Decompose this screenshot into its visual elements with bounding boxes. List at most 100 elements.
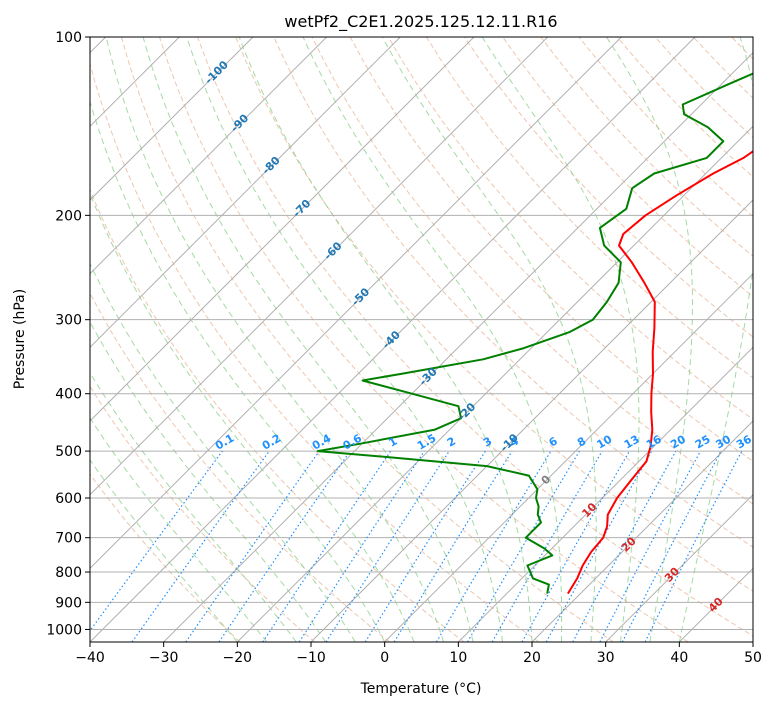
moist-adiabat-line xyxy=(142,37,474,642)
isotherm-line xyxy=(457,346,753,642)
mixing-ratio-line xyxy=(298,450,425,642)
mixing-ratio-line xyxy=(545,450,653,642)
mixing-ratio-line xyxy=(466,450,580,642)
isotherm-line xyxy=(236,125,753,642)
dry-adiabat-line xyxy=(464,37,753,338)
moist-adiabat-line xyxy=(186,37,503,642)
mixing-ratio-line xyxy=(325,450,450,642)
x-tick-label: 30 xyxy=(597,650,615,666)
isotherm-line xyxy=(531,420,753,642)
line-labels: 0.1 0.2 0.4 0.6 1 1.5 2 3 4 6 8 10 13 16 20 25 30 36-100-… xyxy=(202,58,754,615)
mixing-ratio-line xyxy=(185,450,320,642)
moist-adiabat-line xyxy=(606,37,693,642)
mixing-ratio-label: 36 xyxy=(734,432,754,451)
isotherm-line xyxy=(163,51,753,642)
moist-adiabat-line xyxy=(90,417,268,642)
mixing-ratio-line xyxy=(572,450,677,642)
dry-adiabat-line xyxy=(90,473,241,642)
y-tick-label: 200 xyxy=(55,208,82,224)
x-tick-label: 40 xyxy=(670,650,688,666)
dry-adiabat-line xyxy=(692,37,753,99)
mixing-ratio-label: 0.2 xyxy=(260,432,283,453)
x-tick-label: −20 xyxy=(223,650,253,666)
y-tick-label: 500 xyxy=(55,444,82,460)
moist-adiabat-line xyxy=(678,37,753,642)
x-tick-label: −30 xyxy=(149,650,179,666)
mixing-ratio-line xyxy=(262,450,392,642)
isotherm-label: -90 xyxy=(228,111,251,134)
dry-adiabat-line xyxy=(387,37,753,420)
moist-adiabat-line xyxy=(90,321,327,642)
isotherm-line xyxy=(90,37,401,349)
moist-adiabat-line xyxy=(381,37,597,642)
x-axis-title: Temperature (°C) xyxy=(360,681,482,697)
isotherm-line xyxy=(90,37,254,201)
isotherm-line xyxy=(90,37,549,496)
x-tick-label: 50 xyxy=(744,650,762,666)
dry-adiabat-line xyxy=(235,37,753,592)
isotherm-line xyxy=(678,567,753,642)
isotherm-line xyxy=(384,272,753,642)
moist-adiabat-line xyxy=(90,459,238,642)
mixing-ratio-line xyxy=(218,450,351,642)
dry-adiabat-line xyxy=(90,62,540,642)
mixing-ratio-line xyxy=(131,450,270,642)
y-tick-label: 1000 xyxy=(46,622,82,638)
dry-adiabat-line xyxy=(197,37,753,637)
mixing-ratio-line xyxy=(90,450,223,632)
x-tick-label: 10 xyxy=(449,650,467,666)
moist-adiabat-line xyxy=(481,37,640,642)
profile-lines xyxy=(316,72,753,595)
isotherm-label: 30 xyxy=(662,565,682,585)
isotherm-line xyxy=(90,37,622,570)
dry-adiabat-line xyxy=(90,292,390,642)
y-tick-label: 700 xyxy=(55,531,82,547)
dry-adiabat-line xyxy=(273,37,753,548)
mixing-ratio-line xyxy=(644,450,743,642)
chart-title: wetPf2_C2E1.2025.125.12.11.R16 xyxy=(284,12,557,32)
background-lines xyxy=(90,37,775,642)
mixing-ratio-label: 2 xyxy=(445,435,458,450)
isotherm-line xyxy=(90,37,696,642)
temperature-profile-line xyxy=(567,150,753,595)
mixing-ratio-label: 25 xyxy=(693,433,713,452)
moist-adiabat-line xyxy=(90,371,297,642)
mixing-ratio-line xyxy=(393,450,513,642)
y-tick-label: 300 xyxy=(55,313,82,329)
mixing-ratio-label: 0.6 xyxy=(341,431,365,452)
dewpoint-profile-line xyxy=(316,72,753,594)
x-tick-label: −10 xyxy=(296,650,326,666)
isotherm-line xyxy=(752,641,753,642)
dry-adiabat-line xyxy=(770,37,775,642)
dry-adiabat-line xyxy=(349,37,753,462)
y-tick-label: 900 xyxy=(55,595,82,611)
mixing-ratio-label: 16 xyxy=(644,432,664,451)
isotherm-line xyxy=(90,37,328,275)
mixing-ratio-label: 3 xyxy=(481,435,494,450)
moist-adiabat-line xyxy=(238,37,533,642)
isotherm-label: 0 xyxy=(539,472,554,487)
x-tick-label: −40 xyxy=(75,650,105,666)
y-axis-title: Pressure (hPa) xyxy=(12,289,28,389)
moist-adiabat-line xyxy=(105,37,445,642)
moist-adiabat-line xyxy=(90,192,386,642)
mixing-ratio-line xyxy=(364,450,486,642)
moist-adiabat-line xyxy=(302,37,563,642)
isotherm-line xyxy=(90,37,475,422)
plot-frame xyxy=(89,36,754,643)
isotherm-line xyxy=(310,199,753,642)
x-tick-label: 20 xyxy=(523,650,541,666)
x-tick-label: 0 xyxy=(380,650,389,666)
y-tick-label: 400 xyxy=(55,387,82,403)
y-tick-label: 100 xyxy=(55,30,82,46)
moist-adiabat-line xyxy=(90,262,356,642)
y-tick-label: 600 xyxy=(55,491,82,507)
dry-adiabat-line xyxy=(578,37,753,218)
axes: −40 −30 −20 −10 0 10 20 30 40 5010020030040050060… xyxy=(46,30,762,666)
isotherm-label: -40 xyxy=(380,328,403,351)
dry-adiabat-line xyxy=(90,188,465,642)
mixing-ratio-label: 6 xyxy=(547,434,560,449)
dry-adiabat-line xyxy=(425,37,753,379)
mixing-ratio-label: 0.1 xyxy=(213,432,236,453)
